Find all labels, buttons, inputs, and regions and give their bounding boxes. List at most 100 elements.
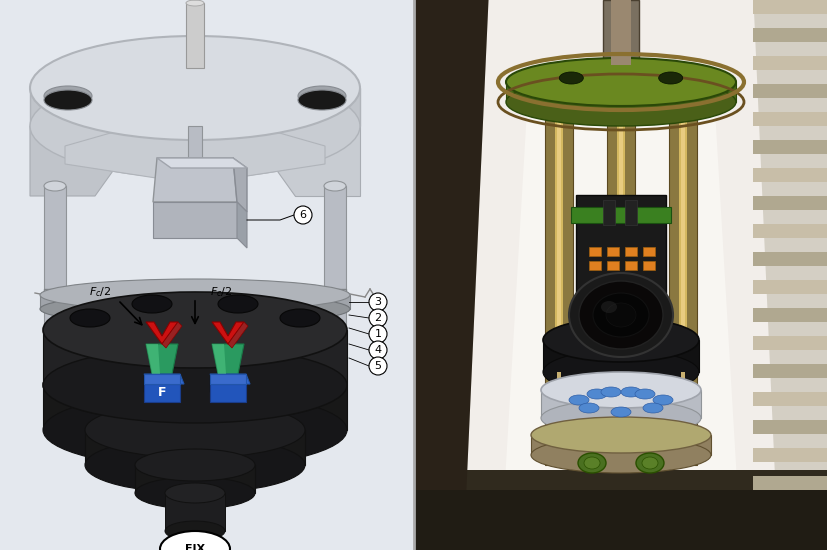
- Ellipse shape: [30, 36, 360, 140]
- Ellipse shape: [641, 457, 657, 469]
- Bar: [606, 247, 619, 256]
- Polygon shape: [530, 435, 710, 455]
- Ellipse shape: [530, 437, 710, 473]
- Polygon shape: [753, 196, 827, 210]
- Bar: [40, 295, 350, 309]
- Polygon shape: [210, 374, 250, 384]
- Ellipse shape: [530, 417, 710, 453]
- Ellipse shape: [635, 453, 663, 473]
- Ellipse shape: [131, 295, 172, 313]
- Polygon shape: [753, 140, 827, 154]
- Ellipse shape: [40, 279, 350, 311]
- Bar: [610, 0, 630, 65]
- Text: 6: 6: [299, 210, 306, 220]
- Polygon shape: [30, 126, 145, 196]
- Ellipse shape: [44, 86, 92, 106]
- Polygon shape: [753, 28, 827, 42]
- Polygon shape: [146, 344, 178, 374]
- Bar: [624, 200, 636, 225]
- Bar: [550, 372, 566, 435]
- Polygon shape: [753, 532, 827, 546]
- Bar: [44, 289, 66, 301]
- Ellipse shape: [135, 449, 255, 481]
- Ellipse shape: [653, 395, 672, 405]
- Ellipse shape: [658, 72, 681, 84]
- Polygon shape: [85, 430, 304, 465]
- Bar: [44, 186, 66, 430]
- Ellipse shape: [44, 90, 92, 110]
- Polygon shape: [566, 372, 674, 435]
- Bar: [624, 261, 636, 270]
- Ellipse shape: [543, 318, 698, 362]
- Polygon shape: [65, 126, 325, 184]
- Polygon shape: [753, 308, 827, 322]
- Text: 1: 1: [374, 329, 381, 339]
- Ellipse shape: [586, 389, 606, 399]
- Ellipse shape: [568, 395, 588, 405]
- Text: 3: 3: [374, 297, 381, 307]
- Polygon shape: [212, 344, 244, 374]
- Polygon shape: [540, 390, 700, 418]
- Bar: [186, 3, 203, 68]
- Bar: [144, 384, 179, 402]
- Polygon shape: [232, 158, 246, 212]
- Text: FIX: FIX: [184, 544, 205, 550]
- Ellipse shape: [323, 181, 346, 191]
- Bar: [557, 372, 560, 435]
- Bar: [643, 247, 654, 256]
- Ellipse shape: [186, 0, 203, 6]
- Polygon shape: [753, 112, 827, 126]
- Ellipse shape: [568, 273, 672, 357]
- Polygon shape: [463, 0, 777, 550]
- Ellipse shape: [600, 301, 616, 313]
- Ellipse shape: [323, 425, 346, 435]
- Polygon shape: [753, 392, 827, 406]
- Polygon shape: [153, 158, 237, 202]
- Bar: [571, 207, 670, 223]
- Ellipse shape: [44, 425, 66, 435]
- Bar: [588, 247, 600, 256]
- Ellipse shape: [43, 292, 347, 368]
- Bar: [606, 261, 619, 270]
- Polygon shape: [237, 202, 246, 248]
- Bar: [624, 247, 636, 256]
- Ellipse shape: [583, 457, 600, 469]
- Bar: [188, 126, 202, 158]
- Ellipse shape: [540, 400, 700, 436]
- Polygon shape: [157, 158, 246, 168]
- Ellipse shape: [643, 403, 662, 413]
- Bar: [602, 200, 614, 225]
- Ellipse shape: [160, 531, 230, 550]
- Polygon shape: [753, 84, 827, 98]
- Polygon shape: [753, 224, 827, 238]
- Polygon shape: [135, 465, 255, 493]
- Polygon shape: [753, 476, 827, 490]
- Polygon shape: [505, 82, 735, 102]
- Ellipse shape: [40, 293, 350, 325]
- Polygon shape: [43, 385, 347, 430]
- Bar: [210, 384, 246, 402]
- Bar: [606, 80, 634, 465]
- Bar: [681, 372, 684, 435]
- Polygon shape: [146, 322, 178, 344]
- Polygon shape: [30, 88, 360, 126]
- Bar: [544, 80, 572, 465]
- Circle shape: [294, 206, 312, 224]
- Circle shape: [369, 325, 386, 343]
- Ellipse shape: [600, 387, 620, 397]
- Ellipse shape: [578, 403, 598, 413]
- Polygon shape: [146, 344, 160, 374]
- Bar: [643, 261, 654, 270]
- Ellipse shape: [135, 477, 255, 509]
- Ellipse shape: [505, 58, 735, 106]
- Ellipse shape: [634, 389, 654, 399]
- Text: 4: 4: [374, 345, 381, 355]
- Circle shape: [369, 293, 386, 311]
- Bar: [576, 195, 665, 325]
- Polygon shape: [210, 374, 213, 402]
- Ellipse shape: [43, 392, 347, 468]
- Ellipse shape: [43, 347, 347, 423]
- Polygon shape: [0, 0, 414, 550]
- Ellipse shape: [165, 521, 225, 541]
- Ellipse shape: [30, 74, 360, 178]
